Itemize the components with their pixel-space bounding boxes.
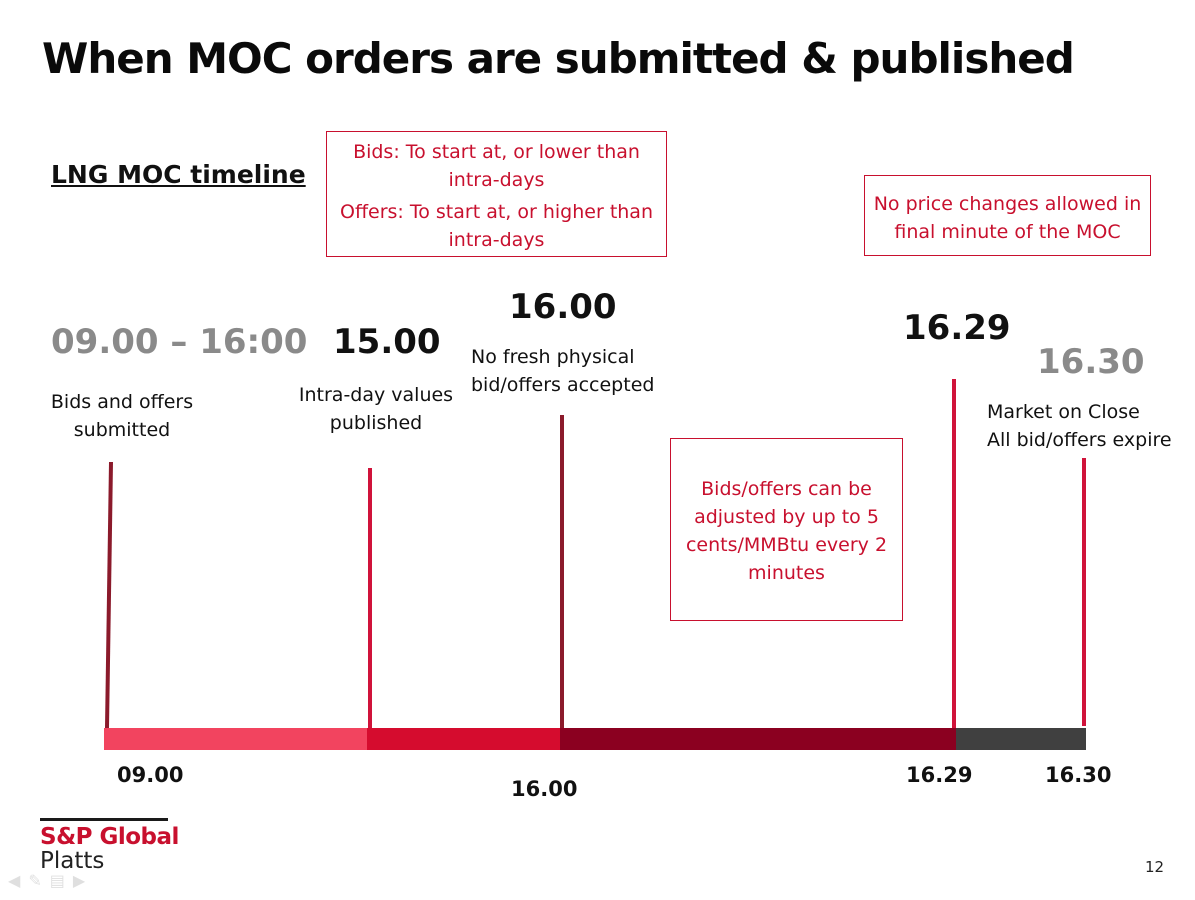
bar-label-close: 16.30 [1045, 763, 1112, 787]
segment-moc [560, 728, 956, 750]
bids-rule-text: Bids: To start at, or lower than intra-d… [353, 141, 640, 191]
event-desc-submission: Bids and offers submitted [50, 391, 194, 441]
segment-intraday [367, 728, 560, 750]
bar-label-moc-last: 16.29 [906, 763, 973, 787]
page-title: When MOC orders are submitted & publishe… [42, 34, 1075, 83]
page-number: 12 [1145, 858, 1165, 876]
slide-nav-controls[interactable]: ◀ ✎ ▤ ▶ [8, 871, 85, 890]
no-price-changes-box: No price changes allowed in final minute… [864, 175, 1151, 256]
adjustment-rule-text: Bids/offers can be adjusted by up to 5 c… [685, 478, 888, 584]
event-desc-no-fresh: No fresh physical bid/offers accepted [471, 346, 655, 396]
adjustment-rule-box: Bids/offers can be adjusted by up to 5 c… [670, 438, 903, 621]
event-desc-close-line1: Market on Close [987, 401, 1140, 423]
logo-brand: S&P Global [40, 824, 179, 850]
offers-rule-text: Offers: To start at, or higher than intr… [339, 201, 653, 251]
sp-global-platts-logo: S&P Global Platts [40, 818, 179, 874]
menu-icon[interactable]: ▤ [49, 871, 65, 890]
next-arrow-icon[interactable]: ▶ [72, 871, 86, 890]
event-time-no-fresh: 16.00 [509, 287, 617, 327]
segment-submission [104, 728, 367, 750]
marker-0900 [105, 461, 113, 729]
timeline-markers [105, 379, 1086, 729]
bar-label-mid: 16.00 [511, 777, 578, 801]
event-time-close: 16.30 [1037, 342, 1145, 382]
event-time-submission: 09.00 – 16:00 [51, 322, 308, 362]
no-price-changes-text: No price changes allowed in final minute… [873, 193, 1142, 243]
logo-sub: Platts [40, 848, 105, 874]
timeline-bar [104, 728, 1086, 750]
bids-offers-rule-box: Bids: To start at, or lower than intra-d… [326, 131, 667, 257]
event-time-intraday: 15.00 [333, 322, 441, 362]
timeline-subtitle: LNG MOC timeline [51, 160, 306, 189]
event-time-final-minute: 16.29 [903, 308, 1011, 348]
prev-arrow-icon[interactable]: ◀ [8, 871, 21, 890]
pen-icon[interactable]: ✎ [28, 871, 42, 890]
bar-label-start: 09.00 [117, 763, 184, 787]
event-desc-close: Market on Close All bid/offers expire [987, 398, 1172, 454]
event-desc-intraday: Intra-day values published [298, 384, 454, 434]
logo-rule [40, 818, 168, 821]
segment-close [956, 728, 1086, 750]
event-desc-close-line2: All bid/offers expire [987, 429, 1172, 451]
